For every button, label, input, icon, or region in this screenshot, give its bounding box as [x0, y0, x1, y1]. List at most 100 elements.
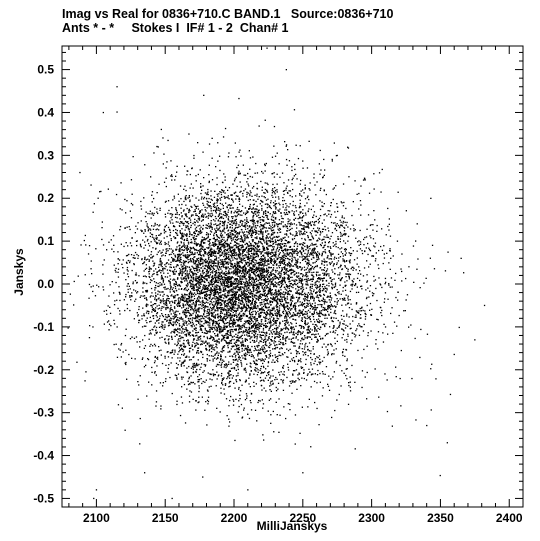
- data-point: [223, 223, 225, 225]
- data-point: [223, 239, 225, 241]
- data-point: [323, 158, 325, 161]
- data-point: [201, 257, 203, 259]
- data-point: [226, 226, 228, 229]
- data-point: [319, 208, 322, 211]
- data-point: [266, 261, 268, 263]
- data-point: [211, 290, 214, 292]
- data-point: [186, 367, 188, 369]
- data-point: [333, 312, 335, 314]
- data-point: [318, 229, 320, 231]
- data-point: [262, 294, 264, 297]
- data-point: [224, 364, 226, 367]
- data-point: [146, 317, 148, 319]
- data-point: [189, 241, 192, 244]
- data-point: [240, 320, 242, 322]
- data-point: [311, 333, 313, 336]
- data-point: [263, 212, 265, 214]
- data-point: [304, 322, 307, 324]
- data-point: [307, 210, 309, 213]
- data-point: [331, 305, 333, 307]
- data-point: [419, 356, 421, 359]
- data-point: [223, 328, 225, 330]
- data-point: [242, 232, 244, 234]
- data-point: [375, 258, 377, 260]
- data-point: [263, 366, 265, 369]
- data-point: [223, 322, 225, 324]
- data-point: [266, 203, 268, 205]
- data-point: [219, 304, 222, 306]
- data-point: [340, 251, 342, 253]
- data-point: [273, 306, 275, 308]
- data-point: [146, 322, 148, 324]
- data-point: [256, 324, 258, 327]
- data-point: [286, 376, 288, 379]
- data-point: [209, 201, 211, 203]
- data-point: [243, 257, 246, 260]
- data-point: [286, 225, 288, 228]
- data-point: [198, 339, 200, 341]
- data-point: [145, 264, 147, 266]
- data-point: [284, 267, 286, 269]
- data-point: [277, 277, 279, 279]
- data-point: [194, 309, 196, 311]
- data-point: [113, 292, 115, 294]
- data-point: [308, 262, 310, 264]
- data-point: [240, 295, 242, 297]
- data-point: [243, 368, 245, 370]
- data-point: [239, 351, 241, 353]
- data-point: [246, 256, 248, 258]
- data-point: [318, 355, 321, 357]
- data-point: [283, 305, 285, 307]
- data-point: [300, 332, 302, 334]
- data-point: [298, 296, 301, 299]
- data-point: [196, 267, 198, 269]
- data-point: [309, 267, 312, 270]
- data-point: [155, 235, 157, 237]
- data-point: [323, 293, 325, 296]
- data-point: [193, 292, 196, 294]
- data-point: [229, 290, 231, 292]
- data-point: [334, 311, 336, 313]
- data-point: [221, 319, 224, 322]
- data-point: [190, 234, 193, 236]
- data-point: [178, 267, 181, 270]
- data-point: [209, 253, 211, 256]
- data-point: [277, 336, 279, 338]
- data-point: [188, 209, 190, 211]
- data-point: [199, 344, 202, 346]
- data-point: [199, 254, 201, 256]
- data-point: [196, 291, 199, 293]
- data-point: [204, 261, 206, 263]
- data-point: [245, 274, 247, 276]
- data-point: [291, 328, 293, 330]
- data-point: [181, 215, 183, 217]
- data-point: [158, 304, 160, 306]
- data-point: [289, 313, 291, 315]
- data-point: [332, 376, 334, 378]
- data-point: [153, 237, 155, 239]
- data-point: [209, 294, 211, 296]
- data-point: [236, 206, 239, 209]
- data-point: [149, 213, 151, 215]
- data-point: [287, 274, 289, 276]
- data-point: [284, 288, 286, 290]
- data-point: [272, 246, 274, 248]
- data-point: [260, 368, 262, 370]
- data-point: [229, 323, 231, 325]
- data-point: [262, 434, 264, 436]
- data-point: [119, 310, 121, 312]
- data-point: [330, 247, 332, 249]
- data-point: [192, 368, 194, 370]
- data-point: [366, 304, 368, 307]
- data-point: [198, 390, 200, 393]
- data-point: [232, 296, 234, 298]
- data-point: [223, 317, 225, 319]
- data-point: [365, 247, 367, 249]
- data-point: [289, 403, 291, 405]
- data-point: [270, 258, 272, 260]
- data-point: [245, 267, 247, 269]
- data-point: [287, 258, 289, 260]
- data-point: [214, 353, 217, 355]
- data-point: [255, 318, 258, 320]
- data-point: [223, 228, 225, 230]
